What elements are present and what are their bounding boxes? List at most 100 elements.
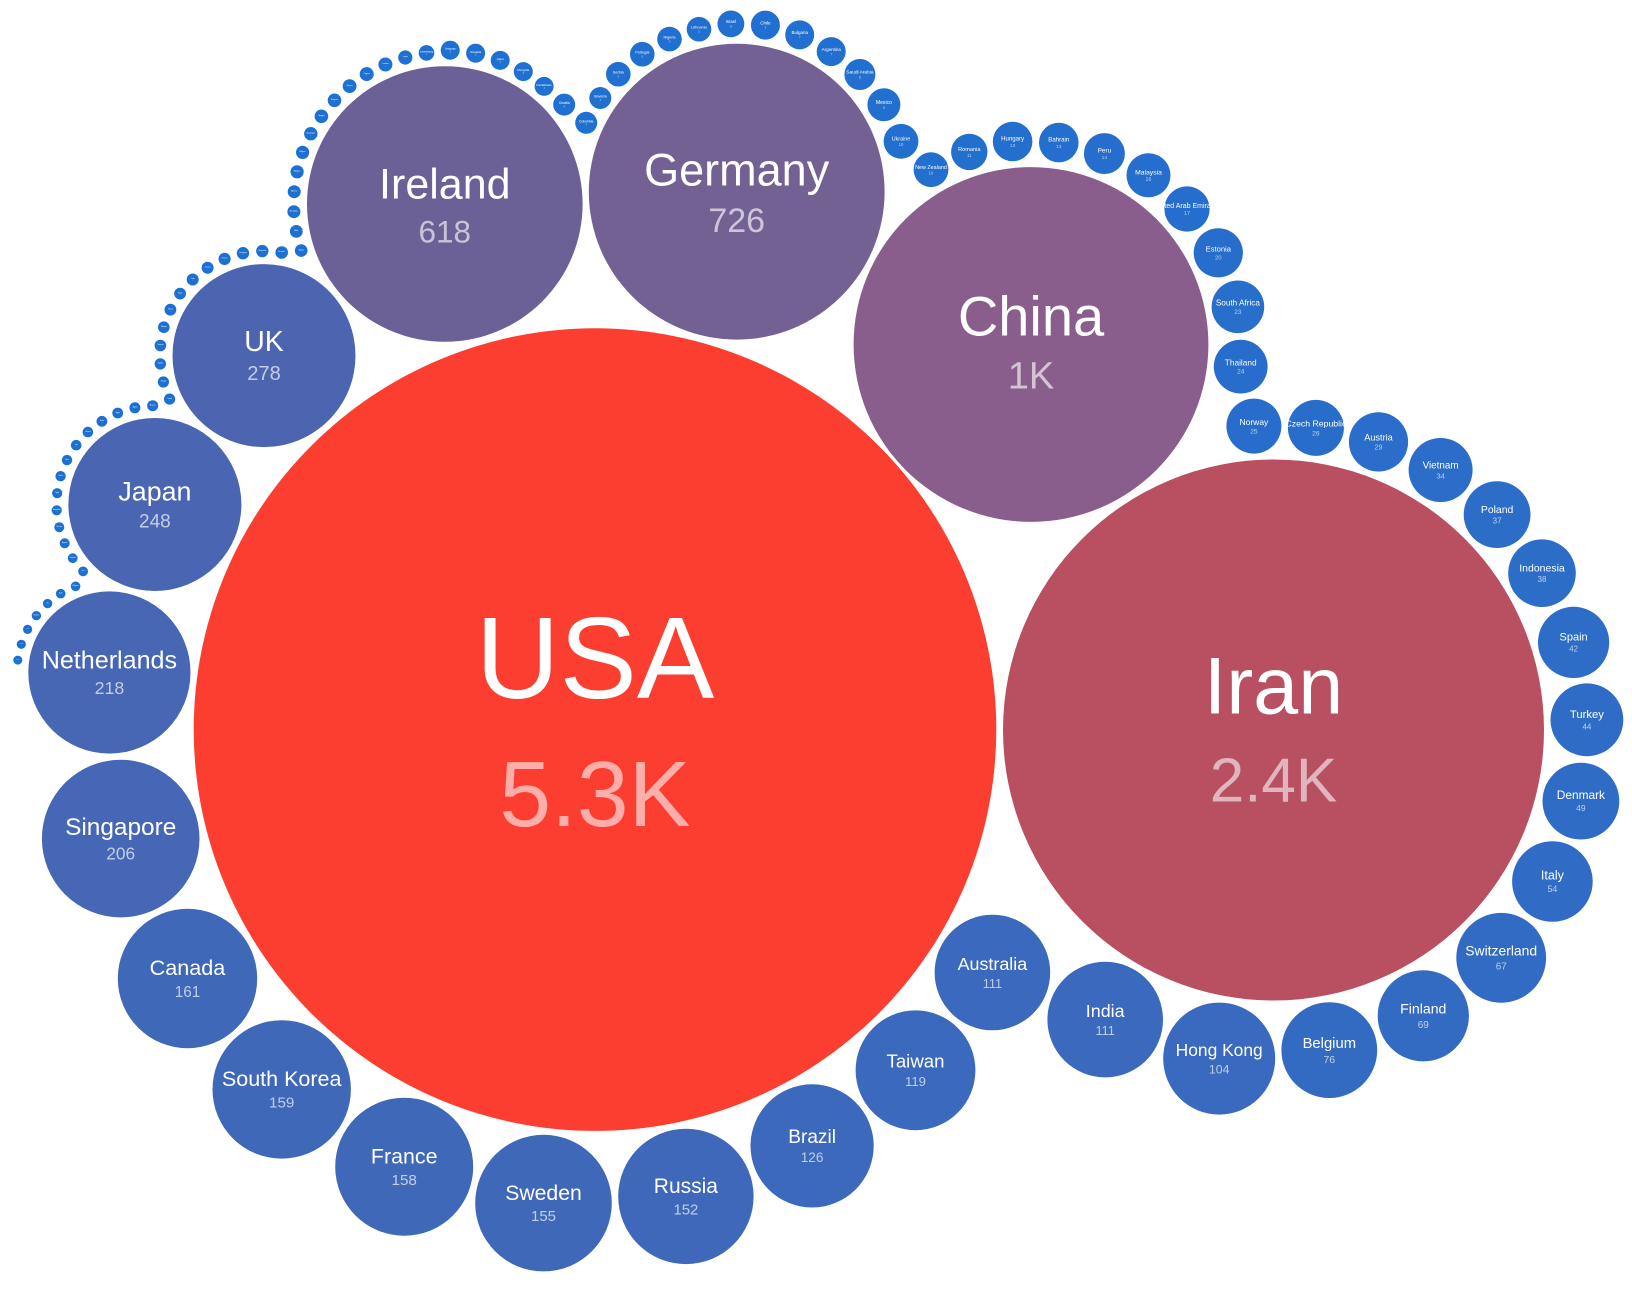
svg-text:5: 5 (641, 55, 643, 59)
svg-text:54: 54 (1547, 884, 1557, 894)
svg-text:Austria: Austria (1364, 433, 1393, 443)
svg-text:Turkey: Turkey (1570, 709, 1604, 721)
svg-text:Belarus: Belarus (300, 151, 306, 153)
svg-text:13: 13 (1056, 144, 1062, 150)
svg-text:218: 218 (95, 678, 125, 698)
svg-text:Serbia: Serbia (613, 71, 625, 75)
svg-text:111: 111 (983, 977, 1002, 991)
svg-text:China: China (958, 285, 1105, 348)
svg-text:69: 69 (1418, 1020, 1430, 1031)
svg-text:1: 1 (180, 294, 181, 296)
svg-text:Moldova: Moldova (294, 171, 301, 173)
svg-text:Lithuania: Lithuania (691, 26, 707, 30)
svg-text:Malaysia: Malaysia (1135, 169, 1162, 176)
svg-text:1: 1 (349, 87, 350, 89)
svg-text:1: 1 (83, 572, 84, 574)
svg-text:UK: UK (244, 326, 284, 358)
svg-text:Ireland: Ireland (379, 161, 510, 209)
svg-text:Denmark: Denmark (1557, 788, 1605, 802)
svg-text:Senegal: Senegal (161, 381, 167, 383)
svg-text:26: 26 (1312, 430, 1320, 437)
svg-text:1: 1 (60, 477, 61, 479)
svg-text:Lebanon: Lebanon (85, 431, 91, 433)
svg-text:1: 1 (57, 494, 58, 496)
svg-text:1: 1 (27, 630, 28, 632)
svg-text:Bangladesh: Bangladesh (53, 509, 61, 511)
svg-text:248: 248 (139, 511, 171, 532)
svg-text:Taiwan: Taiwan (887, 1050, 945, 1071)
svg-text:14: 14 (1102, 155, 1108, 161)
svg-text:Japan: Japan (118, 476, 191, 506)
svg-text:Myanmar: Myanmar (62, 542, 68, 544)
svg-text:Bulgaria: Bulgaria (791, 30, 808, 35)
svg-text:Cyprus: Cyprus (16, 659, 20, 661)
svg-text:6: 6 (730, 24, 732, 28)
svg-text:Brunei: Brunei (59, 593, 63, 595)
svg-text:Paraguay: Paraguay (239, 251, 246, 254)
svg-text:Armenia: Armenia (331, 98, 338, 101)
svg-text:618: 618 (419, 214, 472, 250)
svg-text:1: 1 (75, 587, 76, 589)
svg-text:24: 24 (1237, 369, 1245, 376)
svg-text:1: 1 (18, 660, 19, 662)
svg-text:Albania: Albania (291, 189, 297, 192)
svg-text:9: 9 (883, 105, 886, 110)
svg-text:Germany: Germany (644, 145, 830, 196)
svg-text:Fiji: Fiji (47, 602, 49, 604)
svg-text:126: 126 (801, 1150, 824, 1165)
svg-text:4: 4 (600, 98, 602, 102)
svg-text:Australia: Australia (958, 954, 1028, 974)
svg-text:20: 20 (1215, 255, 1222, 261)
svg-text:South Korea: South Korea (222, 1067, 342, 1091)
svg-text:42: 42 (1569, 645, 1578, 654)
svg-text:1: 1 (385, 65, 386, 67)
svg-text:1: 1 (243, 254, 244, 256)
svg-text:Oman: Oman (65, 459, 69, 461)
svg-text:25: 25 (1250, 428, 1258, 435)
svg-text:23: 23 (1234, 309, 1242, 316)
svg-text:3: 3 (475, 55, 477, 57)
svg-text:1K: 1K (1008, 355, 1054, 397)
svg-text:Russia: Russia (654, 1175, 719, 1198)
svg-text:1: 1 (60, 594, 61, 596)
svg-text:Kuwait: Kuwait (59, 474, 64, 477)
svg-text:Nigeria: Nigeria (663, 36, 676, 40)
svg-text:Cambodia: Cambodia (70, 557, 76, 559)
svg-text:Norway: Norway (1239, 417, 1269, 427)
svg-text:155: 155 (531, 1208, 556, 1225)
svg-text:France: France (371, 1144, 438, 1168)
svg-text:7: 7 (830, 52, 832, 56)
svg-text:Estonia: Estonia (1206, 245, 1232, 254)
svg-text:Uruguay: Uruguay (445, 47, 456, 51)
svg-text:44: 44 (1582, 722, 1591, 731)
svg-text:New Zealand: New Zealand (915, 165, 947, 171)
svg-text:1: 1 (88, 433, 89, 435)
svg-text:Finland: Finland (1400, 1001, 1446, 1017)
svg-text:1: 1 (163, 383, 164, 385)
svg-text:37: 37 (1493, 516, 1502, 525)
svg-text:Vietnam: Vietnam (1423, 460, 1459, 471)
svg-text:1: 1 (366, 75, 367, 77)
svg-text:1: 1 (294, 193, 295, 195)
svg-text:Malta: Malta (294, 229, 298, 232)
svg-text:Netherlands: Netherlands (42, 647, 177, 675)
svg-text:Sri Lanka: Sri Lanka (56, 526, 62, 528)
svg-text:1: 1 (294, 212, 295, 214)
svg-text:1: 1 (310, 135, 311, 137)
svg-text:5.3K: 5.3K (499, 742, 690, 846)
svg-text:Mongolia: Mongolia (517, 68, 529, 72)
svg-text:United Arab Emirates: United Arab Emirates (1154, 203, 1221, 210)
svg-text:Latvia: Latvia (403, 55, 409, 58)
svg-text:Thailand: Thailand (1225, 357, 1257, 367)
svg-text:Egypt: Egypt (116, 411, 120, 414)
svg-text:1: 1 (262, 252, 263, 254)
svg-text:1: 1 (207, 268, 208, 270)
svg-text:1: 1 (160, 364, 161, 366)
svg-text:Ghana: Ghana (168, 309, 173, 311)
svg-text:2.4K: 2.4K (1210, 747, 1338, 816)
svg-text:38: 38 (1537, 575, 1547, 584)
svg-text:Portugal: Portugal (635, 51, 649, 55)
svg-text:1: 1 (163, 328, 164, 330)
svg-text:1: 1 (64, 544, 65, 546)
svg-text:Romania: Romania (958, 147, 981, 153)
